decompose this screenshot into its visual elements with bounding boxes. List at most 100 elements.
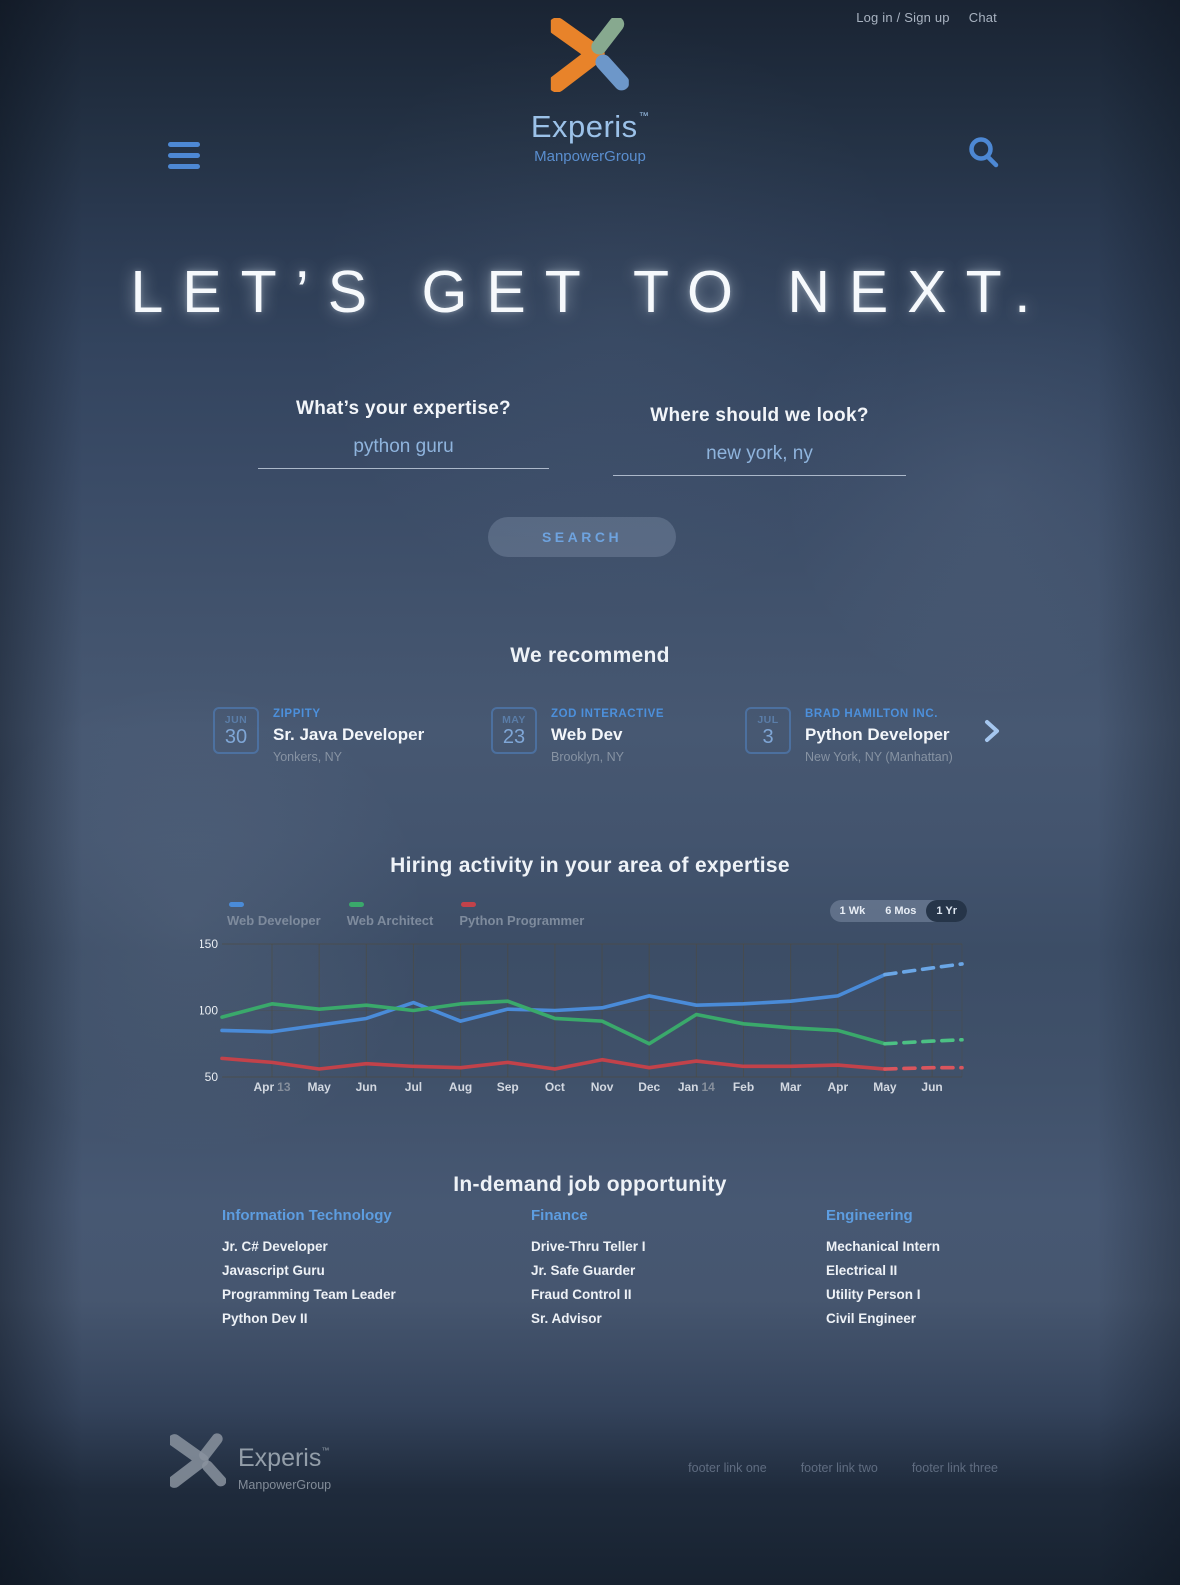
- menu-bar: [168, 164, 200, 169]
- footer-brand-name: Experis™: [238, 1444, 330, 1472]
- job-link[interactable]: Mechanical Intern: [826, 1239, 941, 1254]
- brand-logo[interactable]: Experis™ ManpowerGroup: [530, 16, 650, 165]
- job-card[interactable]: JUL 3 BRAD HAMILTON INC. Python Develope…: [745, 707, 953, 764]
- legend-label: Python Programmer: [459, 913, 585, 928]
- svg-text:Feb: Feb: [733, 1080, 754, 1094]
- search-icon[interactable]: [966, 135, 1002, 171]
- job-date-badge: JUN 30: [213, 707, 259, 754]
- range-1wk-button[interactable]: 1 Wk: [839, 905, 866, 917]
- hero-headline: LET’S GET TO NEXT.: [130, 259, 1050, 325]
- legend-item-python-programmer[interactable]: Python Programmer: [459, 902, 584, 928]
- range-6mos-button[interactable]: 6 Mos: [885, 905, 917, 917]
- svg-text:Jun: Jun: [356, 1080, 377, 1094]
- in-demand-column-finance: Finance Drive-Thru Teller I Jr. Safe Gua…: [531, 1207, 646, 1335]
- legend-swatch: [348, 902, 364, 907]
- job-date-day: 3: [762, 726, 774, 748]
- job-date-day: 30: [224, 726, 248, 748]
- footer-link-one[interactable]: footer link one: [688, 1461, 767, 1475]
- login-signup-link[interactable]: Log in / Sign up: [856, 10, 950, 25]
- job-location: New York, NY (Manhattan): [805, 750, 953, 764]
- job-company: ZOD INTERACTIVE: [551, 708, 665, 720]
- in-demand-title: In-demand job opportunity: [453, 1173, 727, 1196]
- footer-link-three[interactable]: footer link three: [911, 1461, 998, 1475]
- svg-text:150: 150: [200, 937, 218, 951]
- experis-x-logo-gray-icon: [170, 1433, 226, 1488]
- job-link[interactable]: Electrical II: [826, 1263, 898, 1278]
- recommend-title: We recommend: [510, 644, 670, 667]
- footer-links: footer link one footer link two footer l…: [688, 1461, 998, 1475]
- legend-swatch: [229, 902, 244, 907]
- trademark: ™: [638, 111, 650, 122]
- job-card[interactable]: MAY 23 ZOD INTERACTIVE Web Dev Brooklyn,…: [491, 707, 664, 764]
- column-heading: Engineering: [826, 1207, 913, 1224]
- chat-link[interactable]: Chat: [968, 10, 997, 25]
- in-demand-column-engineering: Engineering Mechanical Intern Electrical…: [826, 1207, 940, 1335]
- job-date-badge: JUL 3: [745, 707, 791, 754]
- job-location: Yonkers, NY: [273, 750, 343, 764]
- location-label: Where should we look?: [650, 405, 869, 426]
- brand-name: Experis™: [530, 109, 650, 144]
- svg-text:100: 100: [200, 1004, 218, 1018]
- legend-label: Web Developer: [227, 913, 321, 928]
- in-demand-column-it: Information Technology Jr. C# Developer …: [222, 1207, 396, 1335]
- job-date-month: JUN: [224, 714, 248, 726]
- job-link[interactable]: Programming Team Leader: [222, 1287, 396, 1302]
- job-link[interactable]: Drive-Thru Teller I: [531, 1239, 646, 1254]
- location-input[interactable]: [613, 443, 906, 476]
- chart-title: Hiring activity in your area of expertis…: [390, 854, 790, 877]
- job-date-day: 23: [502, 726, 526, 748]
- job-date-month: JUL: [757, 714, 779, 726]
- legend-swatch: [461, 902, 477, 907]
- legend-item-web-architect[interactable]: Web Architect: [346, 902, 434, 928]
- svg-text:Oct: Oct: [545, 1080, 565, 1094]
- svg-text:May: May: [873, 1080, 897, 1094]
- expertise-label: What’s your expertise?: [296, 398, 511, 419]
- expertise-input[interactable]: [258, 436, 549, 469]
- column-heading: Information Technology: [222, 1207, 392, 1224]
- svg-text:Jul: Jul: [405, 1080, 422, 1094]
- menu-button[interactable]: [168, 142, 200, 175]
- job-company: BRAD HAMILTON INC.: [805, 708, 939, 720]
- search-button[interactable]: SEARCH: [488, 517, 676, 557]
- experis-x-logo-icon: [548, 16, 630, 93]
- time-range-toggle: 1 Wk 6 Mos 1 Yr: [829, 900, 967, 922]
- svg-text:Aug: Aug: [449, 1080, 472, 1094]
- job-link[interactable]: Civil Engineer: [826, 1311, 917, 1326]
- job-date-month: MAY: [502, 714, 526, 726]
- job-link[interactable]: Utility Person I: [826, 1287, 921, 1302]
- job-link[interactable]: Sr. Advisor: [531, 1311, 602, 1326]
- job-company: ZIPPITY: [273, 708, 321, 720]
- job-link[interactable]: Jr. C# Developer: [222, 1239, 328, 1254]
- svg-text:Nov: Nov: [591, 1080, 614, 1094]
- menu-bar: [168, 153, 200, 158]
- hiring-activity-chart: 50 100 150 Apr 13 May Jun Jul Aug Sep Oct Nov Dec Jan…: [200, 937, 964, 1094]
- footer-brand-subtitle: ManpowerGroup: [238, 1478, 332, 1492]
- chart-legend: Web Developer Web Architect Python Progr…: [227, 902, 584, 928]
- chevron-right-icon[interactable]: [984, 719, 1000, 743]
- topbar: Log in / Sign up Chat: [856, 10, 997, 25]
- job-link[interactable]: Fraud Control II: [531, 1287, 632, 1302]
- job-link[interactable]: Python Dev II: [222, 1311, 308, 1326]
- svg-text:Apr: Apr: [827, 1080, 848, 1094]
- legend-label: Web Architect: [346, 913, 434, 928]
- job-date-badge: MAY 23: [491, 707, 537, 754]
- job-link[interactable]: Jr. Safe Guarder: [531, 1263, 636, 1278]
- svg-text:May: May: [307, 1080, 331, 1094]
- brand-subtitle: ManpowerGroup: [534, 148, 646, 165]
- range-1yr-button[interactable]: 1 Yr: [926, 900, 967, 922]
- footer-logo: Experis™ ManpowerGroup: [170, 1432, 331, 1492]
- location-field-group: Where should we look?: [613, 405, 906, 476]
- job-link[interactable]: Javascript Guru: [222, 1263, 325, 1278]
- svg-text:Dec: Dec: [638, 1080, 660, 1094]
- footer-link-two[interactable]: footer link two: [800, 1461, 878, 1475]
- legend-item-web-developer[interactable]: Web Developer: [227, 902, 321, 928]
- job-card[interactable]: JUN 30 ZIPPITY Sr. Java Developer Yonker…: [213, 707, 424, 764]
- job-title: Python Developer: [805, 725, 950, 744]
- svg-text:Sep: Sep: [497, 1080, 519, 1094]
- job-title: Sr. Java Developer: [273, 725, 425, 744]
- svg-text:50: 50: [205, 1070, 219, 1084]
- menu-bar: [168, 142, 200, 147]
